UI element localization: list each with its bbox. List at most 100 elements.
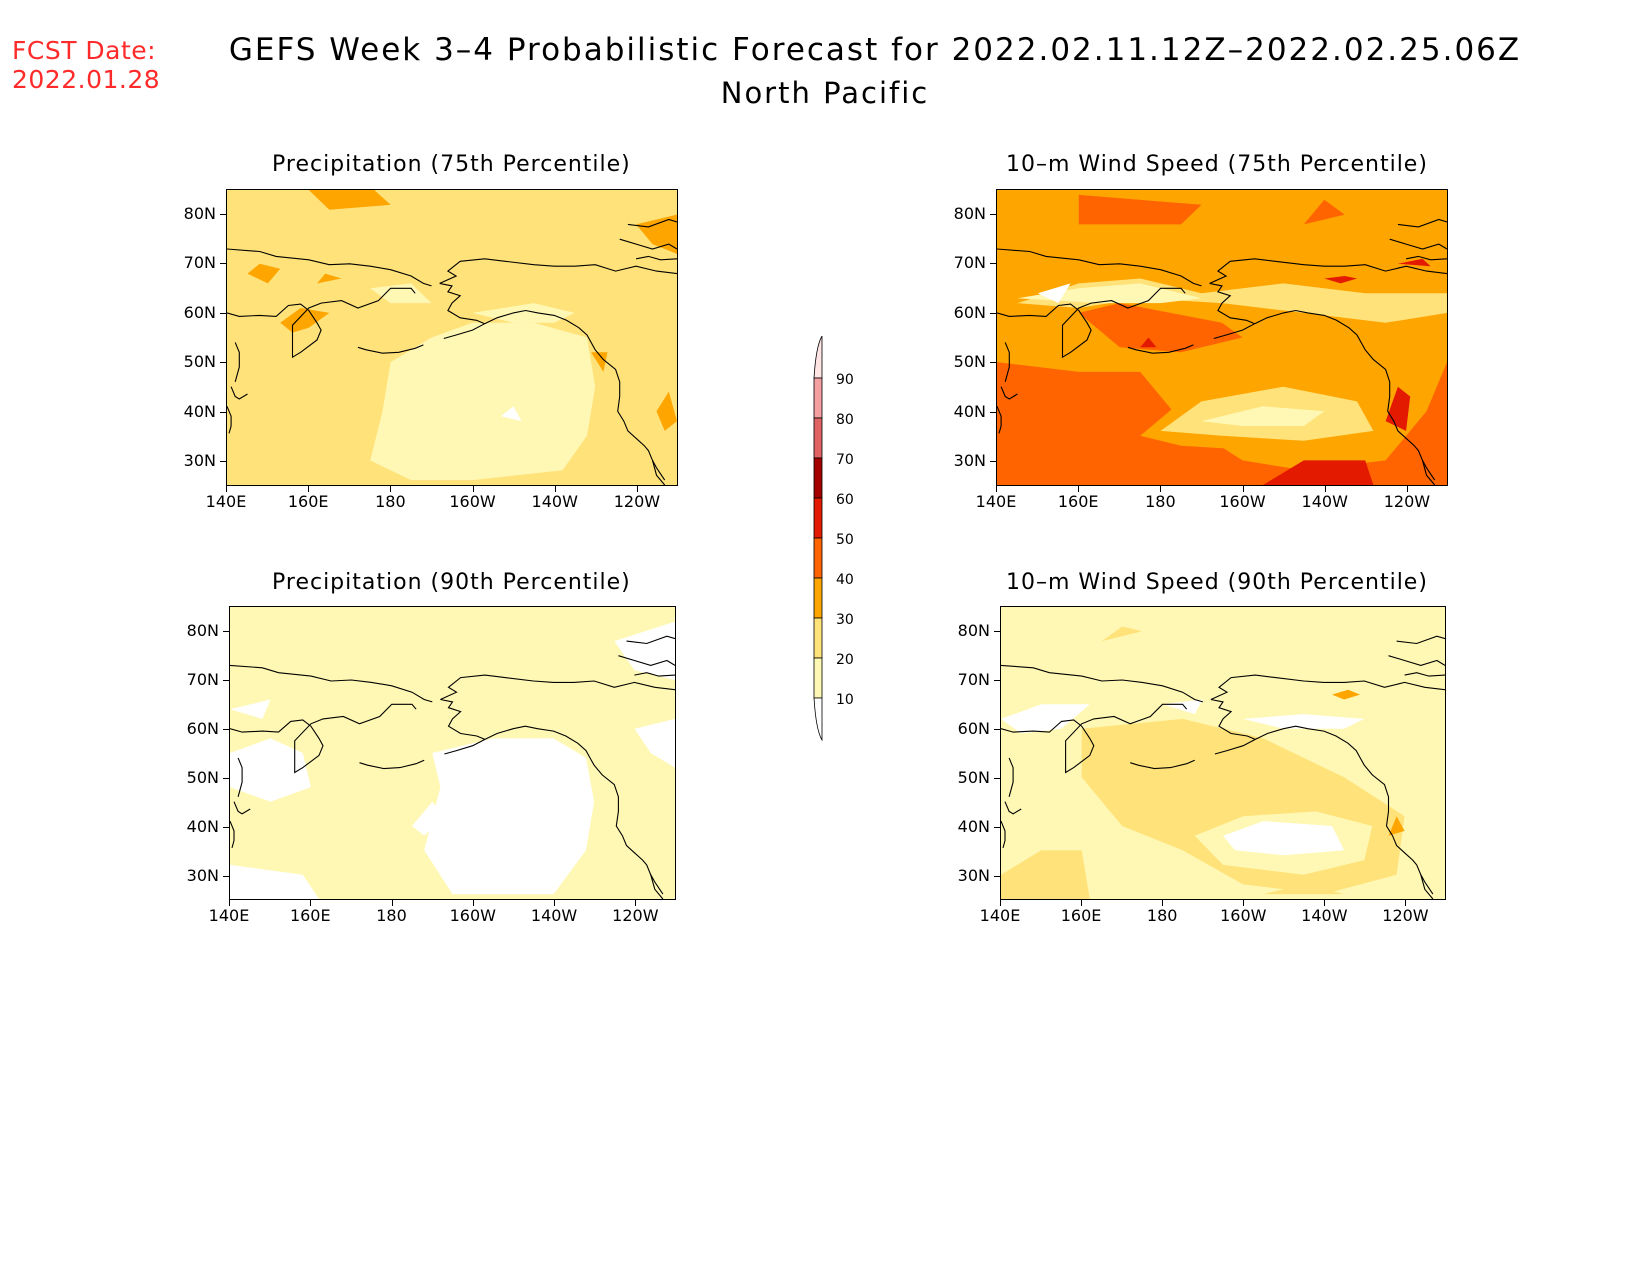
forecast-map <box>1000 606 1446 900</box>
panel-title: Precipitation (90th Percentile) <box>272 570 631 595</box>
latitude-label: 50N <box>953 352 986 372</box>
field-patch <box>1001 850 1090 899</box>
colorbar-above-90 <box>813 336 823 379</box>
coastline <box>1001 703 1188 774</box>
colorbar-label: 60 <box>836 492 854 508</box>
longitude-tick <box>1405 900 1407 906</box>
colorbar-10-20 <box>813 657 823 699</box>
coastline <box>1008 757 1014 797</box>
coastline <box>1254 309 1436 481</box>
longitude-label: 140E <box>208 906 250 925</box>
field-patch <box>247 263 281 284</box>
forecast-map <box>229 606 676 900</box>
coastline <box>357 344 424 354</box>
longitude-label: 140W <box>1301 906 1348 925</box>
coastline <box>1000 386 1018 400</box>
latitude-tick <box>223 777 229 779</box>
latitude-tick <box>220 411 226 413</box>
colorbar-graphic <box>813 336 823 741</box>
longitude-label: 160W <box>1220 906 1267 925</box>
latitude-label: 70N <box>186 669 219 689</box>
latitude-label: 60N <box>953 302 986 322</box>
colorbar-label: 80 <box>836 412 854 428</box>
field-patch <box>1201 406 1325 426</box>
colorbar-70-80 <box>813 417 823 459</box>
coastline <box>1210 674 1445 701</box>
forecast-map <box>226 189 678 486</box>
latitude-tick <box>994 679 1000 681</box>
coastline <box>1001 820 1006 849</box>
latitude-label: 70N <box>183 253 216 273</box>
latitude-tick <box>220 362 226 364</box>
page-title: GEFS Week 3–4 Probabilistic Forecast for… <box>228 32 1522 68</box>
coastline <box>1127 344 1194 354</box>
latitude-label: 30N <box>957 865 990 885</box>
colorbar-label: 10 <box>836 692 854 708</box>
coastline <box>651 460 666 485</box>
coastline <box>237 757 243 797</box>
coastline <box>619 238 677 250</box>
coastline <box>1209 258 1447 284</box>
field-patch <box>317 273 342 284</box>
coastline <box>997 287 1186 359</box>
latitude-tick <box>223 826 229 828</box>
longitude-label: 140W <box>1301 492 1348 511</box>
longitude-tick <box>636 486 638 492</box>
longitude-label: 160E <box>287 492 329 511</box>
longitude-label: 160E <box>1057 492 1099 511</box>
longitude-tick <box>996 486 997 492</box>
longitude-label: 120W <box>1382 906 1429 925</box>
coastline <box>1004 801 1022 815</box>
forecast-date-label: FCST Date: <box>12 36 157 65</box>
field-patch <box>513 421 534 436</box>
coastline <box>1214 738 1256 755</box>
longitude-tick <box>1000 900 1001 906</box>
coastline <box>234 342 240 382</box>
latitude-tick <box>990 312 996 314</box>
longitude-label: 140E <box>975 492 1017 511</box>
coastline <box>444 738 486 755</box>
field-patch <box>424 738 595 895</box>
longitude-label: 160E <box>1060 906 1102 925</box>
coastline <box>1405 255 1447 261</box>
longitude-tick <box>554 486 556 492</box>
longitude-label: 120W <box>613 492 661 511</box>
coastline <box>618 655 675 666</box>
latitude-label: 40N <box>957 816 990 836</box>
field-patch <box>1388 816 1405 836</box>
field-patch <box>1397 258 1431 267</box>
coastline <box>1389 238 1447 250</box>
latitude-label: 40N <box>186 816 219 836</box>
colorbar-label: 70 <box>836 452 854 468</box>
colorbar-label: 30 <box>836 612 854 628</box>
colorbar-50-60 <box>813 497 823 539</box>
longitude-tick <box>310 900 312 906</box>
colorbar-30-40 <box>813 577 823 619</box>
colorbar-20-30 <box>813 617 823 659</box>
longitude-tick <box>472 900 474 906</box>
longitude-label: 140W <box>531 492 578 511</box>
coastline <box>440 698 486 740</box>
coastline <box>1130 759 1195 770</box>
colorbar-60-70 <box>813 457 823 499</box>
map-canvas <box>230 607 675 899</box>
longitude-tick <box>472 486 474 492</box>
coastline <box>635 255 677 261</box>
longitude-label: 160W <box>449 906 496 925</box>
longitude-tick <box>1324 900 1326 906</box>
longitude-tick <box>1243 900 1245 906</box>
field-patch <box>230 738 311 802</box>
field-patch <box>1262 460 1374 485</box>
coastline <box>1396 635 1445 645</box>
longitude-tick <box>308 486 310 492</box>
colorbar-below-10 <box>813 697 823 741</box>
field-patch <box>634 718 675 768</box>
field-patch <box>614 621 675 680</box>
field-patch <box>1385 386 1411 431</box>
field-patch <box>1263 884 1345 895</box>
field-patch <box>370 283 432 304</box>
longitude-label: 160E <box>289 906 331 925</box>
longitude-label: 140W <box>530 906 578 925</box>
coastline <box>627 218 677 228</box>
longitude-tick <box>1081 900 1083 906</box>
